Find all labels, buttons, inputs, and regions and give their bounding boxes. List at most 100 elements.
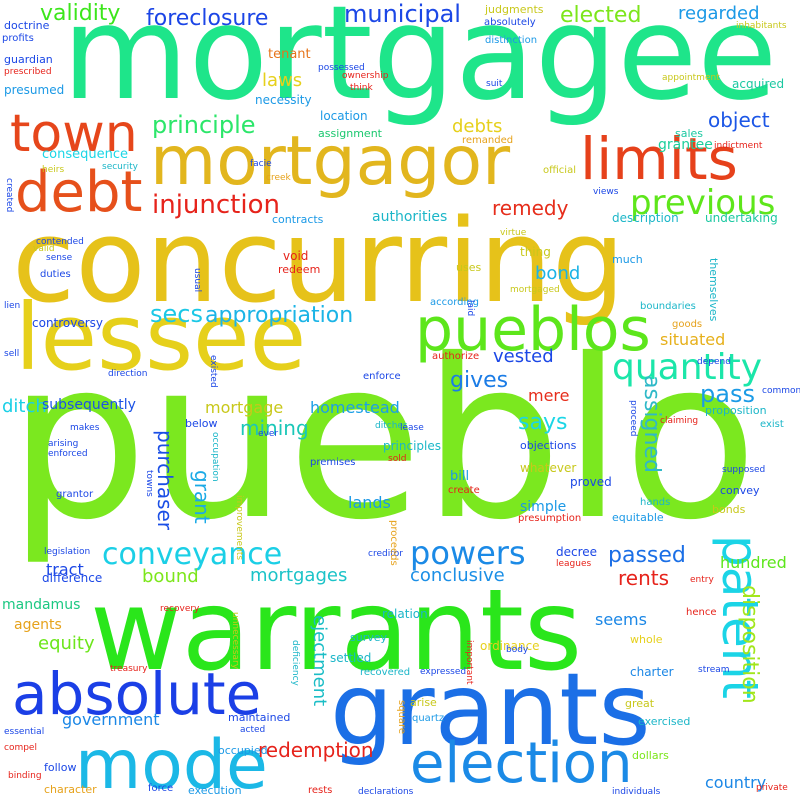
word: security xyxy=(102,162,138,172)
word: municipal xyxy=(344,0,461,28)
word: acquired xyxy=(732,77,785,91)
word: important xyxy=(464,640,474,685)
word: bond xyxy=(535,263,581,284)
word: mortgages xyxy=(250,565,348,586)
word: usual xyxy=(192,268,202,293)
word: execution xyxy=(188,784,242,797)
word: great xyxy=(625,697,655,710)
word: survey xyxy=(350,631,388,644)
word: themselves xyxy=(707,258,720,322)
word: below xyxy=(185,417,218,430)
word: leagues xyxy=(556,559,592,569)
word: assignment xyxy=(318,127,382,140)
word: supposed xyxy=(722,465,766,475)
word: according xyxy=(430,297,479,308)
word: mortgaged xyxy=(510,285,560,295)
word: authorize xyxy=(432,351,480,362)
word: essential xyxy=(4,727,45,737)
word: proceed xyxy=(628,400,638,437)
word: duties xyxy=(40,269,71,280)
word: occupied xyxy=(218,744,268,757)
word: says xyxy=(518,410,568,435)
word: entry xyxy=(690,575,714,585)
word: tract xyxy=(46,560,84,579)
word: sell xyxy=(4,349,20,359)
word: debts xyxy=(452,116,503,137)
word: dollars xyxy=(632,749,669,762)
word: mortgage xyxy=(205,398,284,417)
word: contracts xyxy=(272,213,324,226)
word: object xyxy=(708,108,770,132)
word: individuals xyxy=(612,787,661,797)
word: proposition xyxy=(705,404,767,417)
word: ejectment xyxy=(309,615,330,707)
word: equitable xyxy=(612,511,664,524)
word: bonds xyxy=(712,503,746,516)
word: laws xyxy=(262,70,303,91)
word: remedy xyxy=(492,196,569,220)
word: equity xyxy=(38,633,95,654)
word: quartz xyxy=(412,713,445,724)
word: lien xyxy=(4,301,21,311)
word: views xyxy=(593,187,619,197)
word: lessee xyxy=(15,284,307,391)
word: homestead xyxy=(310,398,400,417)
word: powers xyxy=(410,534,526,572)
word: makes xyxy=(70,423,100,433)
word: recovery xyxy=(160,604,200,614)
word: contended xyxy=(36,237,84,247)
word: presumed xyxy=(4,83,65,97)
word: proved xyxy=(570,475,612,489)
word: redemption xyxy=(258,738,374,762)
word: warrants xyxy=(90,566,583,696)
word: creek xyxy=(266,173,291,183)
word: creditor xyxy=(368,549,403,559)
word: charter xyxy=(630,665,674,679)
word: pass xyxy=(700,380,755,408)
word: ownership xyxy=(342,71,389,81)
word: grantor xyxy=(56,489,94,500)
word: description xyxy=(612,211,679,225)
word: proceeds xyxy=(388,520,399,566)
word: grantee xyxy=(658,137,713,153)
word: quantity xyxy=(612,347,763,388)
word: hundred xyxy=(720,553,787,572)
word: validity xyxy=(40,1,121,26)
word: lease xyxy=(400,423,424,433)
word: bill xyxy=(450,469,470,484)
word: distinction xyxy=(485,35,538,46)
word: presumption xyxy=(518,513,582,524)
word: town xyxy=(10,104,138,164)
word: concurring xyxy=(12,195,625,329)
word: appointment xyxy=(662,73,720,83)
word: grants xyxy=(330,651,651,768)
word: ditch xyxy=(2,396,47,417)
word: guardian xyxy=(4,53,53,66)
word: bound xyxy=(142,566,199,587)
word: limits xyxy=(580,125,738,193)
word: arise xyxy=(410,696,437,709)
word: treasury xyxy=(110,664,148,674)
word: goods xyxy=(672,319,703,330)
word: void xyxy=(283,249,309,263)
word: exercised xyxy=(638,715,691,728)
word: doctrine xyxy=(4,19,50,32)
word: private xyxy=(756,783,788,793)
word: suit xyxy=(486,79,503,89)
word: declarations xyxy=(358,787,414,797)
word: inhabitants xyxy=(736,21,787,31)
word: acted xyxy=(240,725,266,735)
word: existed xyxy=(208,355,218,388)
word: profits xyxy=(2,33,34,44)
word: direction xyxy=(108,369,148,379)
word: uses xyxy=(456,261,482,274)
word: binding xyxy=(8,771,42,781)
word: sense xyxy=(46,253,73,263)
word: agents xyxy=(14,617,62,633)
word: mortgagee xyxy=(62,0,778,129)
word: sales xyxy=(675,127,704,140)
word: subsequently xyxy=(42,397,136,413)
word: tenant xyxy=(268,47,311,62)
word: principle xyxy=(152,111,256,139)
word: improvements xyxy=(234,495,244,561)
